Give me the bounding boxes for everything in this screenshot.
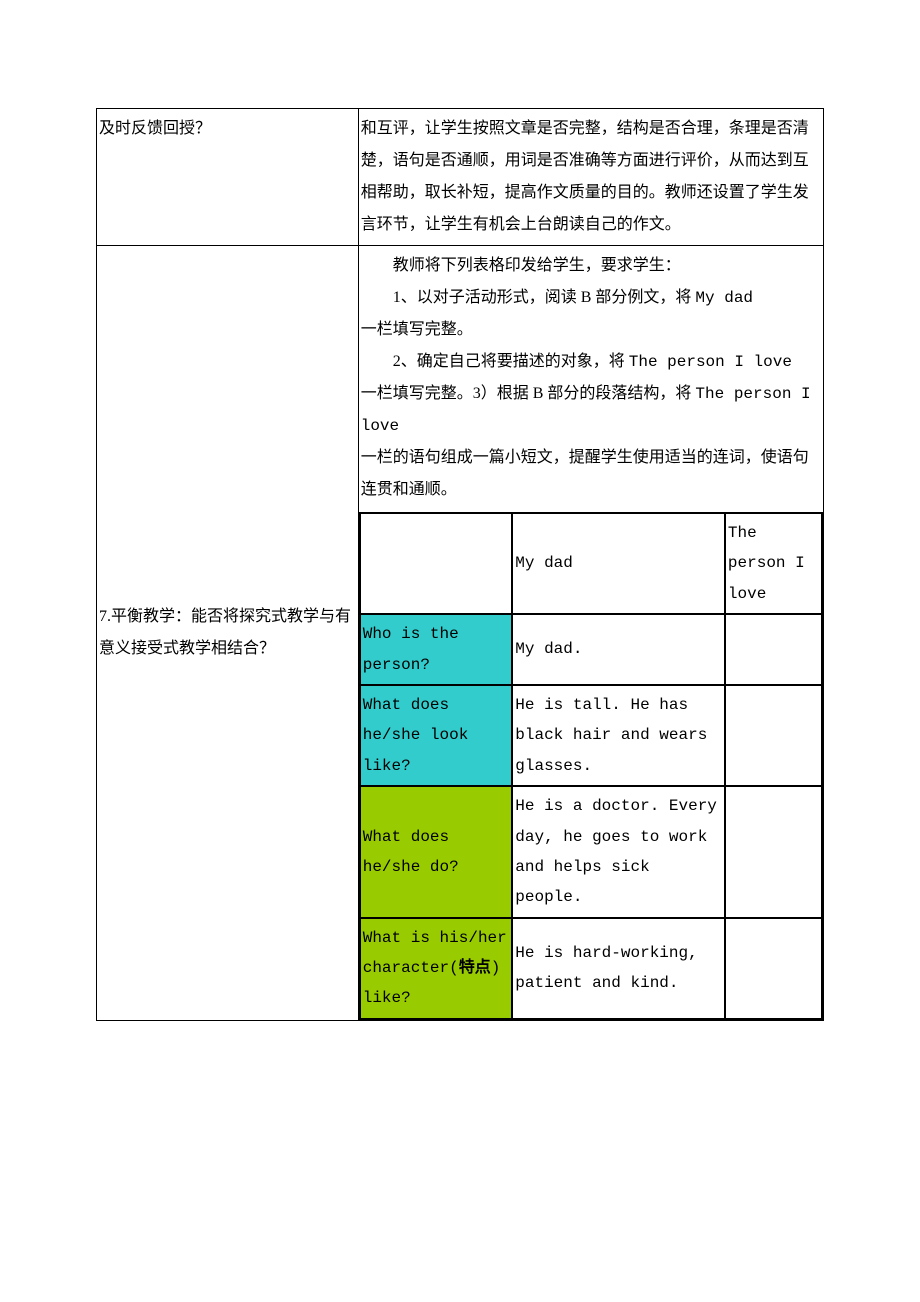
inner-a2-3 — [725, 918, 822, 1019]
intro-p3a: 2、确定自己将要描述的对象，将 The person I love — [361, 346, 821, 378]
p3-c: 一栏填写完整。3）根据 B 部分的段落结构，将 — [361, 385, 696, 402]
inner-row: What is his/her character(特点) like? He i… — [360, 918, 822, 1019]
p3-b: The person I love — [629, 353, 792, 371]
inner-a1-1: He is tall. He has black hair and wears … — [512, 685, 725, 786]
inner-a2-2 — [725, 786, 822, 918]
table-row: 7.平衡教学：能否将探究式教学与有意义接受式教学相结合？ 教师将下列表格印发给学… — [97, 246, 824, 1021]
inner-row: Who is the person? My dad. — [360, 614, 822, 685]
inner-h2: My dad — [512, 513, 725, 614]
intro-p1: 教师将下列表格印发给学生，要求学生： — [361, 250, 821, 282]
row7-intro: 教师将下列表格印发给学生，要求学生： 1、以对子活动形式，阅读 B 部分例文，将… — [359, 246, 823, 512]
intro-p3line3: The person I love 一栏的语句组成一篇小短文，提醒学生使用适当的… — [361, 442, 821, 506]
p3-a: 2、确定自己将要描述的对象，将 — [393, 353, 629, 370]
inner-header-row: My dad The person I love — [360, 513, 822, 614]
inner-row: What does he/she look like? He is tall. … — [360, 685, 822, 786]
inner-q-3: What is his/her character(特点) like? — [360, 918, 513, 1019]
inner-a2-1 — [725, 685, 822, 786]
outer-table: 及时反馈回授？ 和互评，让学生按照文章是否完整，结构是否合理，条理是否清楚，语句… — [96, 108, 824, 1021]
inner-a1-3: He is hard-working, patient and kind. — [512, 918, 725, 1019]
inner-a1-0: My dad. — [512, 614, 725, 685]
row6-left-text: 及时反馈回授？ — [97, 109, 358, 149]
inner-a1-2: He is a doctor. Every day, he goes to wo… — [512, 786, 725, 918]
row6-right-cell: 和互评，让学生按照文章是否完整，结构是否合理，条理是否清楚，语句是否通顺，用词是… — [358, 109, 823, 246]
inner-h3: The person I love — [725, 513, 822, 614]
row7-right-cell: 教师将下列表格印发给学生，要求学生： 1、以对子活动形式，阅读 B 部分例文，将… — [358, 246, 823, 1021]
inner-row: What does he/she do? He is a doctor. Eve… — [360, 786, 822, 918]
intro-p2: 1、以对子活动形式，阅读 B 部分例文，将 My dad — [361, 282, 821, 314]
inner-a2-0 — [725, 614, 822, 685]
inner-q-0: Who is the person? — [360, 614, 513, 685]
row6-left-cell: 及时反馈回授？ — [97, 109, 359, 246]
row7-left-cell: 7.平衡教学：能否将探究式教学与有意义接受式教学相结合？ — [97, 246, 359, 1021]
q3-bold: 特点 — [459, 959, 491, 976]
inner-q-2: What does he/she do? — [360, 786, 513, 918]
inner-q-1: What does he/she look like? — [360, 685, 513, 786]
intro-p3line2: 一栏填写完整。3）根据 B 部分的段落结构，将 The person I lov… — [361, 378, 821, 442]
row6-right-text: 和互评，让学生按照文章是否完整，结构是否合理，条理是否清楚，语句是否通顺，用词是… — [359, 109, 823, 245]
p2-a: 1、以对子活动形式，阅读 B 部分例文，将 — [393, 289, 696, 306]
inner-table: My dad The person I love Who is the pers… — [359, 512, 823, 1020]
intro-p2c: 一栏填写完整。 — [361, 314, 821, 346]
inner-h1 — [360, 513, 513, 614]
table-row: 及时反馈回授？ 和互评，让学生按照文章是否完整，结构是否合理，条理是否清楚，语句… — [97, 109, 824, 246]
document-page: 及时反馈回授？ 和互评，让学生按照文章是否完整，结构是否合理，条理是否清楚，语句… — [0, 0, 920, 1061]
p2-b: My dad — [695, 289, 753, 307]
row7-left-text: 7.平衡教学：能否将探究式教学与有意义接受式教学相结合？ — [97, 597, 358, 669]
p3-e: 一栏的语句组成一篇小短文，提醒学生使用适当的连词，使语句连贯和通顺。 — [361, 449, 809, 498]
